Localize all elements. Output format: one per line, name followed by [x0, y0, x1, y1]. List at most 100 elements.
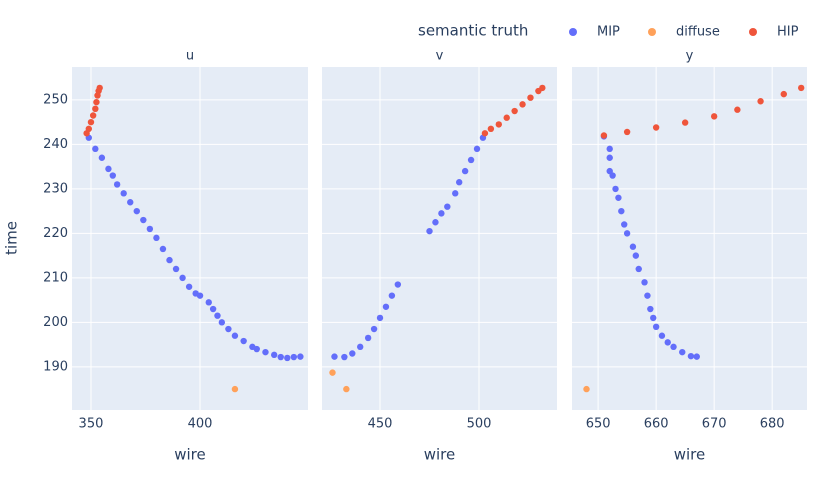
point: [109, 172, 116, 179]
point: [96, 84, 103, 92]
point: [757, 98, 764, 105]
x-tick-label: 650: [586, 417, 611, 432]
point: [127, 199, 134, 206]
plot-area: [322, 67, 557, 410]
y-tick-label: 250: [43, 92, 68, 107]
point: [253, 345, 260, 353]
point: [679, 348, 686, 356]
point: [394, 281, 402, 288]
point: [606, 145, 613, 153]
point: [120, 190, 127, 197]
point: [133, 207, 140, 215]
legend-label: HIP: [777, 25, 799, 40]
legend-label: diffuse: [676, 25, 720, 40]
point: [284, 354, 291, 362]
point: [780, 90, 787, 98]
point: [632, 252, 640, 259]
panel-title: u: [186, 49, 194, 64]
point: [623, 230, 631, 237]
point: [452, 190, 459, 197]
panel-title: v: [436, 49, 444, 64]
legend-marker: [569, 28, 577, 36]
point: [444, 203, 451, 210]
x-axis-label: wire: [424, 446, 456, 464]
point: [618, 207, 625, 215]
point: [797, 84, 805, 92]
point: [343, 385, 350, 393]
point: [495, 121, 502, 128]
y-tick-label: 190: [43, 359, 68, 374]
point: [539, 84, 546, 92]
point: [297, 353, 304, 360]
point: [179, 274, 186, 282]
point: [455, 179, 463, 186]
point: [85, 125, 92, 133]
point: [388, 292, 396, 299]
legend-label: MIP: [597, 25, 620, 40]
point: [93, 98, 100, 106]
point: [734, 106, 741, 113]
point: [240, 337, 247, 345]
point: [376, 314, 384, 322]
point: [205, 299, 212, 306]
x-axis-label: wire: [674, 446, 706, 464]
x-tick-label: 680: [760, 417, 785, 432]
x-axis-label: wire: [174, 446, 206, 464]
y-tick-label: 220: [43, 226, 68, 241]
point: [473, 145, 481, 153]
point: [172, 265, 180, 273]
point: [687, 352, 695, 360]
point: [98, 154, 106, 161]
point: [196, 292, 204, 299]
y-tick-label: 210: [43, 270, 68, 285]
point: [209, 305, 217, 313]
point: [426, 227, 433, 235]
point: [349, 350, 356, 357]
point: [615, 194, 622, 201]
point: [652, 124, 660, 131]
point: [583, 385, 590, 393]
point: [503, 114, 510, 121]
point: [609, 172, 616, 179]
x-tick-label: 660: [644, 417, 669, 432]
point: [218, 319, 226, 326]
point: [87, 118, 95, 126]
legend-marker: [648, 28, 656, 36]
point: [370, 325, 378, 333]
point: [681, 119, 689, 126]
point: [664, 339, 671, 346]
point: [331, 353, 338, 360]
legend-title: semantic truth: [418, 22, 528, 40]
point: [89, 112, 97, 119]
point: [481, 130, 489, 137]
point: [438, 210, 445, 217]
point: [710, 113, 718, 120]
point: [467, 156, 475, 164]
point: [658, 332, 666, 339]
x-tick-label: 500: [467, 417, 492, 432]
point: [113, 181, 121, 188]
point: [185, 283, 193, 290]
point: [621, 221, 628, 228]
point: [461, 167, 469, 175]
point: [511, 107, 518, 115]
point: [341, 353, 348, 361]
point: [647, 305, 654, 313]
point: [650, 314, 657, 322]
point: [105, 165, 112, 173]
x-tick-label: 670: [702, 417, 727, 432]
y-axis-label: time: [3, 221, 21, 255]
point: [92, 145, 99, 153]
point: [382, 303, 390, 310]
point: [329, 369, 336, 376]
point: [670, 343, 677, 351]
point: [641, 279, 648, 286]
point: [262, 348, 269, 356]
plot-area: [572, 67, 807, 410]
point: [629, 243, 637, 250]
point: [364, 334, 372, 342]
point: [527, 94, 534, 101]
point: [140, 216, 147, 224]
point: [432, 219, 439, 226]
